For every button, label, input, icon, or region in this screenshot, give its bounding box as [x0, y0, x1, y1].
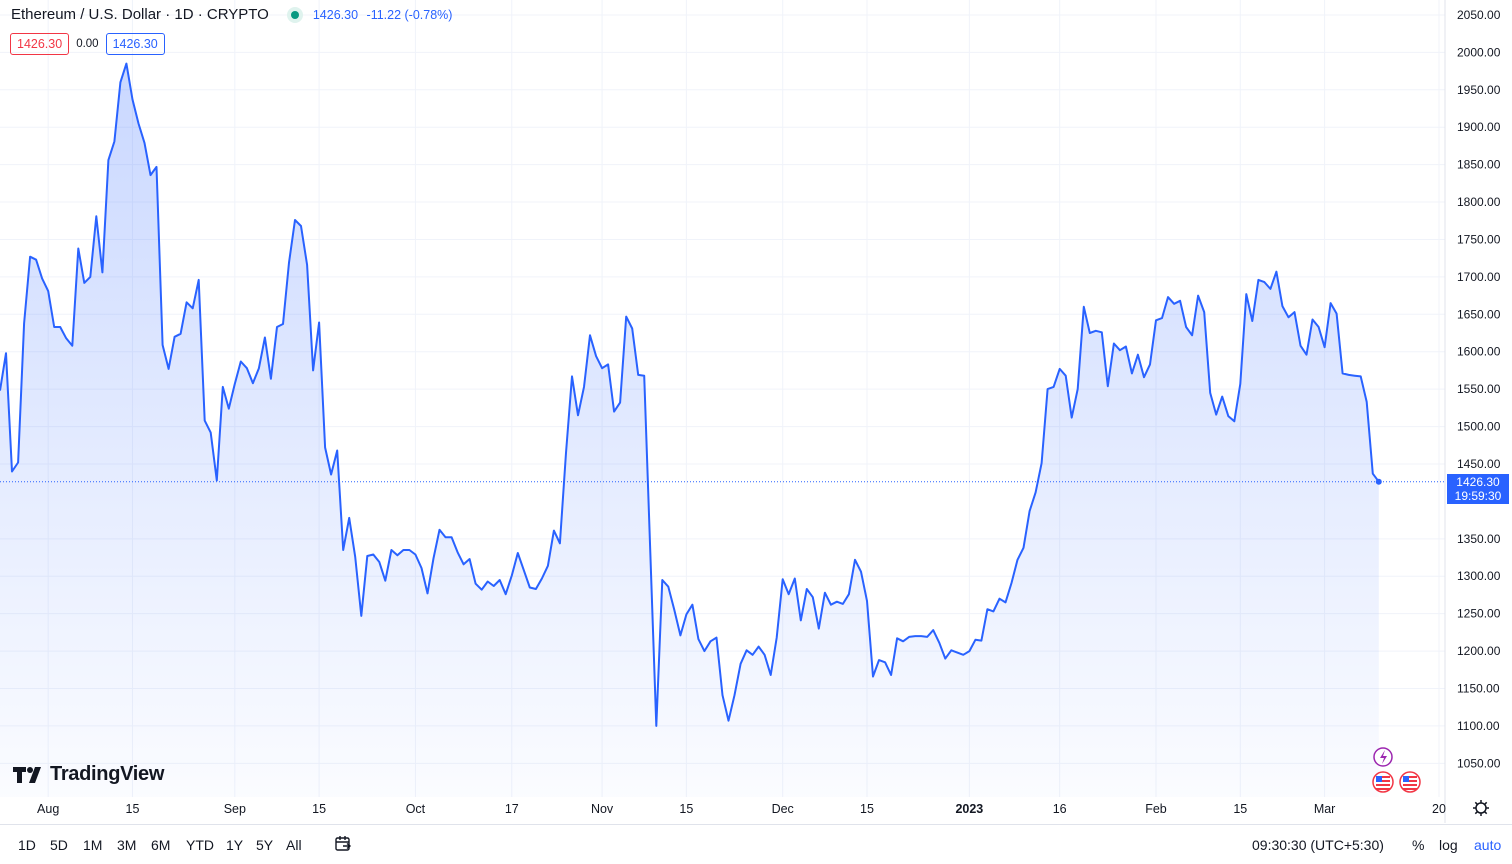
- y-tick-label: 1950.00: [1457, 83, 1501, 97]
- x-tick-label: Nov: [591, 802, 614, 816]
- x-axis[interactable]: Aug 15 Sep 15 Oct 17 Nov 15 Dec 15 2023 16 Feb 15 Mar 2…: [37, 802, 1446, 816]
- timeframe-ytd[interactable]: YTD: [186, 837, 214, 853]
- y-tick-label: 1100.00: [1457, 719, 1500, 733]
- x-tick-label: 20: [1432, 802, 1446, 816]
- buy-price-box[interactable]: 1426.30: [105, 33, 165, 55]
- timezone-clock[interactable]: 09:30:30 (UTC+5:30): [1252, 837, 1384, 853]
- date-range-icon[interactable]: [334, 835, 352, 853]
- last-price-value: 1426.30: [312, 7, 359, 22]
- last-price-tag-value: 1426.30: [1456, 474, 1500, 489]
- timeframe-3m[interactable]: 3M: [117, 837, 137, 853]
- bar-countdown: 19:59:30: [1454, 488, 1502, 503]
- symbol-header[interactable]: Ethereum / U.S. Dollar · 1D · CRYPTO 142…: [11, 6, 457, 23]
- x-tick-label: 15: [312, 802, 326, 816]
- last-point-marker: [1375, 478, 1382, 485]
- y-tick-label: 1300.00: [1457, 569, 1501, 583]
- sell-price-box[interactable]: 1426.30: [10, 33, 70, 55]
- x-tick-label: 17: [505, 802, 519, 816]
- y-tick-label: 2050.00: [1457, 8, 1501, 22]
- timeframe-5d[interactable]: 5D: [50, 837, 68, 853]
- series-line[interactable]: [0, 62, 1380, 727]
- y-tick-label: 1700.00: [1457, 270, 1501, 284]
- y-tick-label: 1900.00: [1457, 120, 1501, 134]
- x-tick-label: 15: [679, 802, 693, 816]
- x-tick-label: 16: [1053, 802, 1067, 816]
- series-area-fill: [0, 63, 1379, 798]
- spread-value: 0.00: [76, 38, 99, 50]
- percent-scale-toggle[interactable]: %: [1412, 837, 1425, 853]
- x-tick-label: 15: [126, 802, 140, 816]
- x-tick-label: Feb: [1145, 802, 1167, 816]
- brand-name: TradingView: [50, 763, 165, 785]
- x-tick-label: 15: [860, 802, 874, 816]
- tradingview-logo-icon: [13, 766, 41, 783]
- y-tick-label: 1350.00: [1457, 532, 1501, 546]
- y-tick-label: 1200.00: [1457, 644, 1501, 658]
- y-tick-label: 1500.00: [1457, 420, 1501, 434]
- symbol-title[interactable]: Ethereum / U.S. Dollar · 1D · CRYPTO: [11, 6, 269, 23]
- y-tick-label: 1150.00: [1457, 681, 1500, 695]
- market-status-dot-icon[interactable]: [290, 10, 299, 19]
- x-tick-label: Oct: [406, 802, 426, 816]
- x-tick-label: Aug: [37, 802, 59, 816]
- timeframe-all[interactable]: All: [286, 837, 302, 853]
- tradingview-logo[interactable]: TradingView: [13, 763, 164, 786]
- y-tick-label: 1600.00: [1457, 345, 1501, 359]
- y-tick-label: 1450.00: [1457, 457, 1501, 471]
- y-tick-label: 1050.00: [1457, 756, 1501, 770]
- area-layer: [0, 62, 1445, 798]
- y-tick-label: 1800.00: [1457, 195, 1501, 209]
- y-axis[interactable]: 1050.00 1100.00 1150.00 1200.00 1250.00 1300.…: [1457, 8, 1501, 770]
- x-tick-label: Mar: [1314, 802, 1336, 816]
- x-tick-label: Sep: [224, 802, 246, 816]
- log-scale-toggle[interactable]: log: [1439, 837, 1458, 853]
- timeframe-1d[interactable]: 1D: [18, 837, 36, 853]
- x-tick-label: 15: [1233, 802, 1247, 816]
- last-price-label: 1426.30 19:59:30: [1447, 473, 1509, 504]
- y-tick-label: 1550.00: [1457, 382, 1501, 396]
- timeframe-6m[interactable]: 6M: [151, 837, 171, 853]
- y-tick-label: 1850.00: [1457, 158, 1501, 172]
- x-tick-label: 2023: [955, 802, 983, 816]
- bid-ask-panel: 1426.30 0.00 1426.30: [10, 33, 165, 55]
- timeframe-1y[interactable]: 1Y: [226, 837, 244, 853]
- auto-scale-toggle[interactable]: auto: [1474, 837, 1502, 853]
- y-tick-label: 1750.00: [1457, 232, 1501, 246]
- timeframe-5y[interactable]: 5Y: [256, 837, 274, 853]
- bottom-toolbar: 1D 5D 1M 3M 6M YTD 1Y 5Y All 09:30:30 (U…: [0, 824, 1512, 864]
- y-tick-label: 1650.00: [1457, 307, 1501, 321]
- y-tick-label: 1250.00: [1457, 607, 1501, 621]
- x-tick-label: Dec: [772, 802, 794, 816]
- timeframe-1m[interactable]: 1M: [83, 837, 103, 853]
- y-tick-label: 2000.00: [1457, 45, 1501, 59]
- price-change-value: -11.22 (-0.78%): [366, 7, 453, 22]
